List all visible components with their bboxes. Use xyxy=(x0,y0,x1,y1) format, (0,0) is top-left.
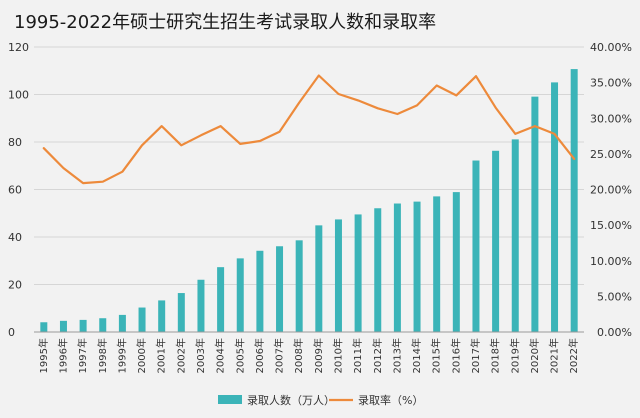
legend-swatch-bar xyxy=(218,395,242,404)
x-tick-label: 1998年 xyxy=(96,338,109,373)
x-tick-label: 2022年 xyxy=(567,338,580,373)
bar xyxy=(315,225,323,332)
bar xyxy=(452,192,460,332)
bar xyxy=(177,293,185,332)
bar xyxy=(354,214,362,332)
x-tick-label: 2008年 xyxy=(292,338,305,373)
bar xyxy=(40,322,48,332)
bar xyxy=(511,139,519,332)
bar xyxy=(433,196,441,332)
bar xyxy=(59,320,67,332)
x-tick-label: 2016年 xyxy=(449,338,462,373)
x-tick-label: 2007年 xyxy=(273,338,286,373)
bar xyxy=(374,208,382,332)
rate-line xyxy=(42,74,576,185)
x-tick-label: 2015年 xyxy=(430,338,443,373)
x-tick-label: 2011年 xyxy=(351,338,364,373)
y-right-tick-label: 20.00% xyxy=(590,184,632,197)
y-right-tick-label: 40.00% xyxy=(590,41,632,54)
x-tick-label: 2018年 xyxy=(489,338,502,373)
y-right-tick-label: 15.00% xyxy=(590,219,632,232)
bar xyxy=(334,219,342,332)
x-tick-label: 2002年 xyxy=(174,338,187,373)
bar xyxy=(393,203,401,332)
y-right-tick-label: 35.00% xyxy=(590,77,632,90)
x-tick-label: 2012年 xyxy=(371,338,384,373)
x-tick-label: 2020年 xyxy=(528,338,541,373)
x-tick-label: 2021年 xyxy=(548,338,561,373)
x-tick-label: 2000年 xyxy=(135,338,148,373)
bar xyxy=(99,318,107,332)
y-right-tick-label: 25.00% xyxy=(590,148,632,161)
bar xyxy=(295,240,303,332)
x-tick-label: 2003年 xyxy=(194,338,207,373)
bar xyxy=(531,96,539,332)
bar xyxy=(158,300,166,332)
bar xyxy=(256,250,264,332)
bar xyxy=(197,279,205,332)
x-tick-label: 2013年 xyxy=(390,338,403,373)
bar xyxy=(236,258,244,332)
y-right-tick-label: 30.00% xyxy=(590,112,632,125)
y-left-tick-label: 20 xyxy=(8,279,22,292)
x-tick-label: 2005年 xyxy=(233,338,246,373)
bar xyxy=(276,246,284,332)
y-right-tick-label: 10.00% xyxy=(590,255,632,268)
bar xyxy=(570,69,578,333)
x-tick-label: 1997年 xyxy=(76,338,89,373)
bar xyxy=(413,201,421,332)
bar xyxy=(118,314,126,332)
x-tick-label: 2009年 xyxy=(312,338,325,373)
bar xyxy=(551,82,559,332)
y-left-tick-label: 0 xyxy=(8,326,15,339)
x-tick-label: 2014年 xyxy=(410,338,423,373)
legend-label-line: 录取率（%） xyxy=(358,393,423,407)
y-left-tick-label: 80 xyxy=(8,136,22,149)
bar xyxy=(79,319,87,332)
x-tick-label: 2019年 xyxy=(508,338,521,373)
x-tick-label: 2001年 xyxy=(155,338,168,373)
y-left-tick-label: 120 xyxy=(8,41,29,54)
y-right-tick-label: 0.00% xyxy=(597,326,632,339)
y-left-tick-label: 60 xyxy=(8,184,22,197)
bar xyxy=(472,160,480,332)
x-tick-label: 2006年 xyxy=(253,338,266,373)
bar xyxy=(138,307,146,332)
x-tick-label: 2010年 xyxy=(331,338,344,373)
y-left-tick-label: 40 xyxy=(8,231,22,244)
bar xyxy=(217,267,225,332)
x-tick-label: 1999年 xyxy=(115,338,128,373)
chart-title: 1995-2022年硕士研究生招生考试录取人数和录取率 xyxy=(14,12,437,33)
x-tick-label: 2004年 xyxy=(214,338,227,373)
x-tick-label: 2017年 xyxy=(469,338,482,373)
x-tick-label: 1995年 xyxy=(37,338,50,373)
legend-label-bar: 录取人数（万人） xyxy=(247,394,335,407)
x-tick-label: 1996年 xyxy=(56,338,69,373)
y-left-tick-label: 100 xyxy=(8,89,29,102)
y-right-tick-label: 5.00% xyxy=(597,290,632,303)
bar xyxy=(492,150,500,332)
